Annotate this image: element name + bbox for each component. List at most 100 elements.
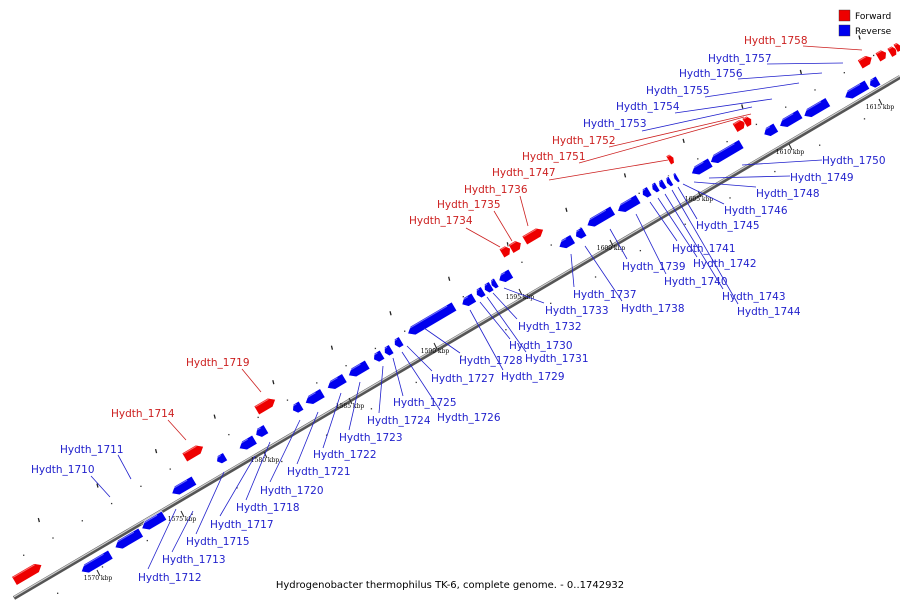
leader-hydth_1738 [584,245,623,302]
gene-shape [844,79,871,100]
spacer-dot [110,502,113,505]
gene-label-hydth_1721: Hydth_1721 [287,466,351,478]
gene-shape [80,549,114,574]
gene-shape [691,157,714,176]
gene-arrow [762,122,779,137]
leader-hydth_1726 [401,351,441,411]
gene-label-hydth_1746: Hydth_1746 [724,205,788,217]
gene-arrow [326,373,348,390]
gene-shape [484,281,495,294]
gene-shine [500,246,506,251]
gene-label-hydth_1753: Hydth_1753 [583,118,647,130]
spacer-dot [81,520,83,522]
spacer-dot [684,223,686,225]
gene-arrow [741,115,752,128]
gene-arrow [80,549,114,574]
gene-shine [113,531,135,545]
gene-shape [665,176,675,188]
gene-arrow [574,226,588,240]
spacer-dot [785,106,787,108]
spacer-dot [462,296,464,298]
axis-tick-mark [788,143,793,151]
gene-shape [869,75,882,89]
gene-shape [373,349,386,363]
gene-shine [291,403,297,408]
leader-hydth_1739 [609,228,628,260]
spacer-dash [272,380,275,385]
gene-label-hydth_1745: Hydth_1745 [696,220,760,232]
gene-label-hydth_1724: Hydth_1724 [367,415,431,427]
gene-arrow [11,563,43,586]
gene-shine [215,454,221,459]
leader-hydth_1756 [737,72,823,80]
gene-label-hydth_1717: Hydth_1717 [210,519,274,531]
gene-shape [741,115,752,128]
spacer-dot [843,72,845,74]
legend-label-forward: Forward [855,12,891,22]
gene-shine [406,305,448,331]
gene-shape [238,434,258,451]
gene-shine [743,116,748,120]
axis-tick-label: 1605 kbp [685,196,714,203]
spacer-dot [505,329,507,331]
spacer-dot [729,197,731,199]
axis-tick-mark [96,569,101,577]
leader-hydth_1750 [741,159,823,166]
axis-tick-label: 1580 kbp [251,457,280,464]
gene-shape [498,268,514,283]
axis-ticks: 1570 kbp 1575 kbp 1580 kbp 1585 kbp 1590 kbp… [84,98,894,582]
gene-arrow [253,397,276,416]
leader-hydth_1747 [548,159,669,181]
gene-label-hydth_1737: Hydth_1737 [573,289,637,301]
gene-arrow [490,277,500,290]
gene-label-hydth_1756: Hydth_1756 [679,68,743,80]
spacer-dot [52,537,54,539]
gene-shine [709,143,735,159]
gene-label-hydth_1711: Hydth_1711 [60,444,124,456]
gene-label-hydth_1715: Hydth_1715 [186,536,250,548]
gene-shape [763,122,779,137]
spacer-dot [57,592,59,594]
legend-swatch-reverse [838,24,851,37]
gene-shine [393,338,398,342]
gene-arrow [483,281,495,294]
gene-shine [858,56,867,62]
gene-label-hydth_1751: Hydth_1751 [522,151,586,163]
gene-shape [892,42,900,53]
gene-shine [304,392,316,400]
gene-shape [461,292,477,307]
gene-arrow [672,172,681,183]
gene-shape [779,109,804,128]
gene-arrow [641,186,653,199]
gene-shine [665,177,668,180]
gene-label-hydth_1754: Hydth_1754 [616,101,680,113]
leader-hydth_1737 [570,253,575,288]
spacer-dot [415,381,417,384]
spacer-dot [146,539,148,542]
gene-arrow [874,49,887,63]
leader-hydth_1749 [708,175,791,179]
spacer-dash [330,345,334,350]
leader-hydth_1742 [657,197,698,258]
spacer-dash [96,483,99,488]
leader-hydth_1719 [241,368,262,393]
leader-hydth_1729 [469,309,504,371]
spacer-dot [814,89,816,91]
gene-label-hydth_1732: Hydth_1732 [518,321,582,333]
spacer-dash [389,311,392,316]
spacer-dash [565,207,568,212]
legend-label-reverse: Reverse [855,27,892,37]
gene-arrow [802,97,832,118]
gene-shine [557,238,567,244]
gene-shape [651,181,661,194]
spacer-dot [404,330,406,332]
gene-shine [585,209,607,223]
spacer-dash [623,173,627,178]
leader-hydth_1758 [802,45,863,51]
gene-arrow [254,424,270,438]
gene-shine [868,78,874,83]
gene-shape [507,240,522,254]
gene-arrow [507,240,522,254]
gene-shape [575,226,588,240]
